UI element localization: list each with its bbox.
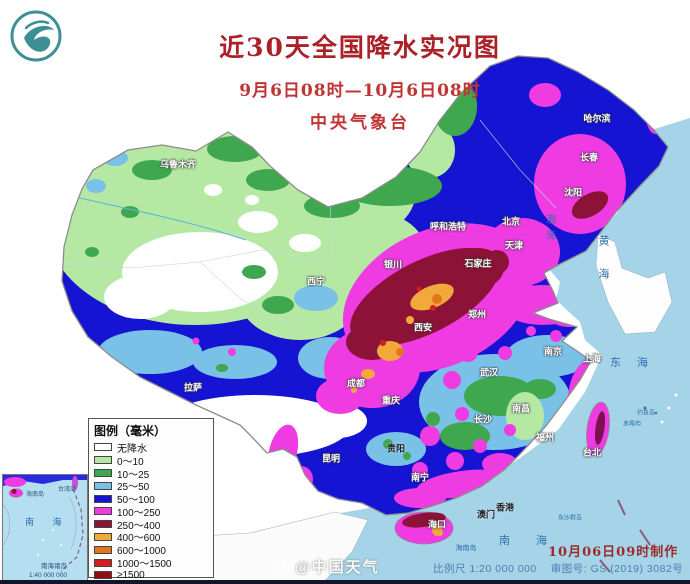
legend-label: 600～1000 [117,546,166,558]
legend-label: 250～400 [117,520,161,532]
legend-swatch [94,520,112,529]
legend-row: 0～10 [94,454,208,468]
legend-label: 无降水 [117,443,147,455]
legend-swatch [94,494,112,503]
legend-panel: 图例（毫米） 无降水 0～10 10～25 25～50 50～100 100～250 250… [88,418,214,581]
title-block: 近30天全国降水实况图 9月6日08时—10月6日08时 中央气象台 [175,28,545,133]
china-border-outline [61,55,669,516]
legend-swatch [94,571,112,580]
legend-label: 0～10 [117,456,144,468]
map-agency: 中央气象台 [310,113,410,133]
legend-title: 图例（毫米） [94,424,167,438]
production-time: 10月06日09时制作 [548,545,679,560]
footer-line: 比例尺 1:20 000 000 审图号: GS (2019) 3082号 [433,561,690,576]
legend-swatch [94,468,112,477]
taiwan-island [586,401,610,457]
hainan-island [394,511,454,545]
inset-islands-label: 南海诸岛 [41,561,67,570]
legend-swatch [94,481,112,490]
map-scale: 比例尺 1:20 000 000 [433,563,537,575]
legend-swatch [94,532,112,541]
bottom-bar [0,580,690,584]
watermark-text: @中国天气 [295,559,380,576]
legend-label: 100～250 [117,507,161,519]
page-title: 近30天全国降水实况图 [219,33,501,62]
legend-row: 50～100 [94,492,208,507]
weibo-icon [271,559,288,574]
legend-label: 400～600 [117,533,161,545]
inset-taiwan-label: 台湾岛 [58,485,76,493]
legend-row: 250～400 [94,518,208,532]
legend-rows: 无降水 0～10 10～25 25～50 50～100 100～250 250～400 400… [94,441,208,582]
legend-row: 400～600 [94,531,208,544]
legend-label: 10～25 [117,469,150,481]
inset-hainan-label: 海南岛 [26,490,44,498]
legend-row: 10～25 [94,467,208,481]
foreign-land-korea [595,233,673,335]
inset-scale: 1:40 000 000 [29,572,67,579]
legend-label: 50～100 [117,495,155,507]
legend-row: 600～1000 [94,543,208,558]
legend-swatch [94,507,112,516]
legend-row: 1000～1500 [94,556,208,571]
legend-swatch [94,558,112,567]
weibo-watermark: @中国天气 [270,556,380,577]
cma-logo-icon [10,10,62,62]
south-china-sea-inset: 台湾岛 海南岛 南 海 南海诸岛 1:40 000 000 [2,474,88,582]
nine-dash-line [599,499,651,573]
legend-swatch [94,545,112,554]
map-period: 9月6日08时—10月6日08时 [239,81,481,101]
legend-label: ≥1500 [117,569,145,581]
legend-row: ≥1500 [94,569,208,582]
legend-row: 无降水 [94,441,208,455]
legend-label: 1000～1500 [117,559,172,571]
legend-row: 100～250 [94,505,208,519]
legend-swatch [94,443,112,452]
sea-area [60,118,690,584]
legend-label: 25～50 [117,482,150,494]
legend-row: 25～50 [94,479,208,494]
legend-swatch [94,456,112,465]
approval-number: 审图号: GS (2019) 3082号 [550,563,684,575]
inset-sea-label: 南 海 [25,516,70,527]
